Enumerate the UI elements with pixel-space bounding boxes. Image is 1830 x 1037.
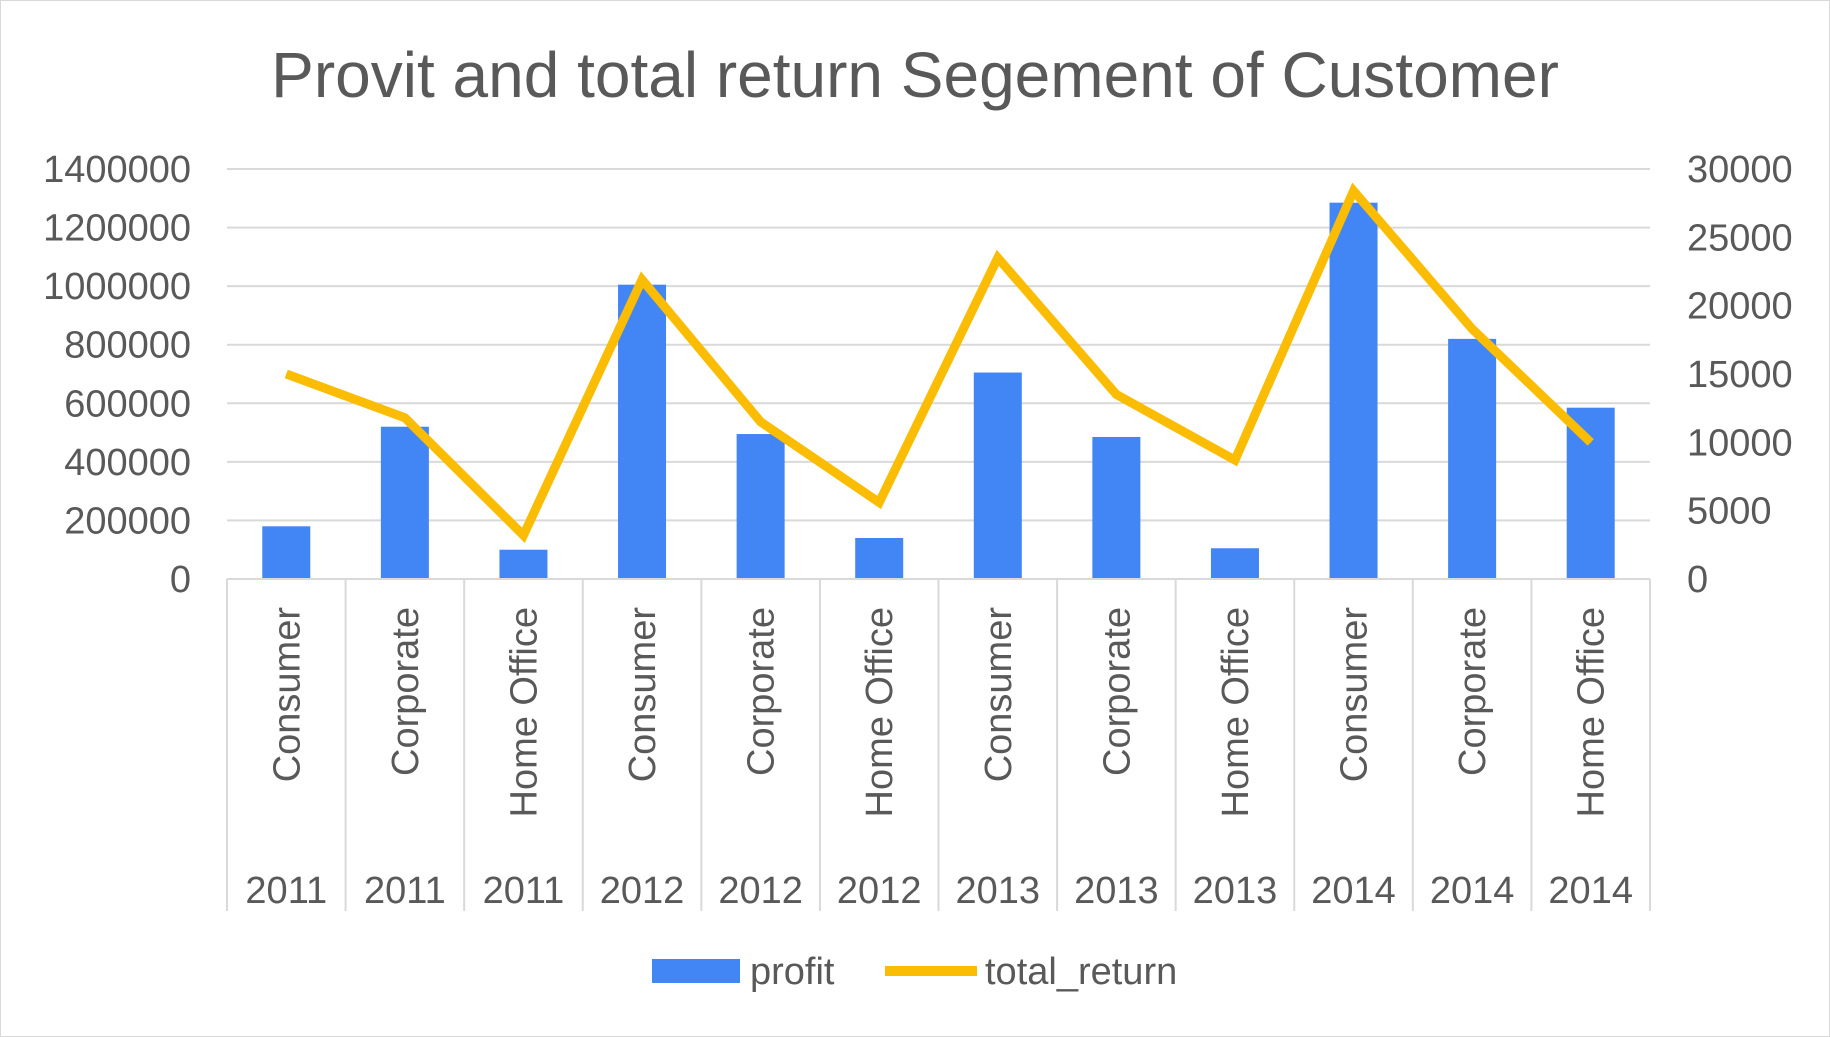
gridlines [227,168,1650,522]
left-tick-label: 200000 [64,500,191,542]
total-return-point [285,373,287,375]
year-label: 2014 [1548,870,1633,912]
legend: profit total_return [652,951,1177,993]
category-label: Home Office [859,607,901,817]
right-tick-label: 20000 [1687,286,1793,328]
total-return-point [760,421,762,423]
left-tick-label: 1400000 [43,149,191,191]
year-label: 2011 [245,870,327,912]
profit-bar [1566,407,1615,579]
profit-bar [1092,436,1141,579]
left-tick-label: 400000 [64,442,191,484]
right-tick-label: 10000 [1687,422,1793,464]
total-return-point [1234,459,1236,461]
right-tick-label: 30000 [1687,149,1793,191]
left-tick-label: 1000000 [43,266,191,308]
total-return-point [404,417,406,419]
total-return-point [1590,441,1592,443]
year-label: 2013 [956,870,1041,912]
profit-bar [1448,338,1497,579]
category-label: Corporate [1452,607,1494,776]
category-label: Home Office [1215,607,1257,817]
profit-bar [736,434,785,579]
right-tick-label: 15000 [1687,354,1793,396]
right-tick-label: 25000 [1687,217,1793,259]
total-return-point [641,279,643,281]
year-label: 2011 [483,870,565,912]
category-label: Consumer [622,607,664,783]
total-return-point [997,257,999,259]
total-return-point [1353,190,1355,192]
legend-total-return-label: total_return [985,951,1177,993]
profit-bar [262,526,311,579]
category-label: Corporate [385,607,427,776]
profit-bar [1210,548,1259,579]
right-tick-label: 5000 [1687,491,1772,533]
right-tick-label: 0 [1687,559,1708,601]
profit-bars [262,202,1615,579]
year-label: 2014 [1430,870,1515,912]
year-label: 2013 [1074,870,1159,912]
category-axis: Consumer 2011 Corporate 2011 Home Office 2011… [226,578,1651,912]
total-return-point [878,501,880,503]
profit-bar [618,284,667,579]
profit-bar [1329,202,1378,579]
left-tick-label: 600000 [64,383,191,425]
total-return-point [1471,328,1473,330]
profit-bar [855,538,904,579]
legend-profit-label: profit [750,951,835,993]
left-tick-label: 0 [170,559,191,601]
total-return-point [522,534,524,536]
profit-bar [973,372,1022,579]
profit-bar [380,426,429,579]
left-tick-label: 800000 [64,325,191,367]
legend-profit-swatch [652,959,740,983]
total-return-line [284,182,1594,543]
category-label: Consumer [266,607,308,783]
year-label: 2012 [600,870,685,912]
year-label: 2014 [1311,870,1396,912]
profit-bar [499,549,548,579]
year-label: 2012 [718,870,803,912]
left-axis-ticks: 0 200000 400000 600000 800000 1000000 1200000 1… [43,149,191,601]
category-label: Home Office [503,607,545,817]
left-tick-label: 1200000 [43,208,191,250]
category-label: Corporate [741,607,783,776]
chart-title: Provit and total return Segement of Cust… [271,39,1559,111]
category-label: Consumer [1334,607,1376,783]
category-label: Home Office [1571,607,1613,817]
total-return-point [1115,394,1117,395]
category-label: Consumer [978,607,1020,783]
right-axis-ticks: 0 5000 10000 15000 20000 25000 30000 [1687,149,1793,601]
year-label: 2012 [837,870,922,912]
total-return-series-line [284,182,1594,543]
year-label: 2011 [364,870,446,912]
year-label: 2013 [1193,870,1278,912]
category-label: Corporate [1096,607,1138,776]
